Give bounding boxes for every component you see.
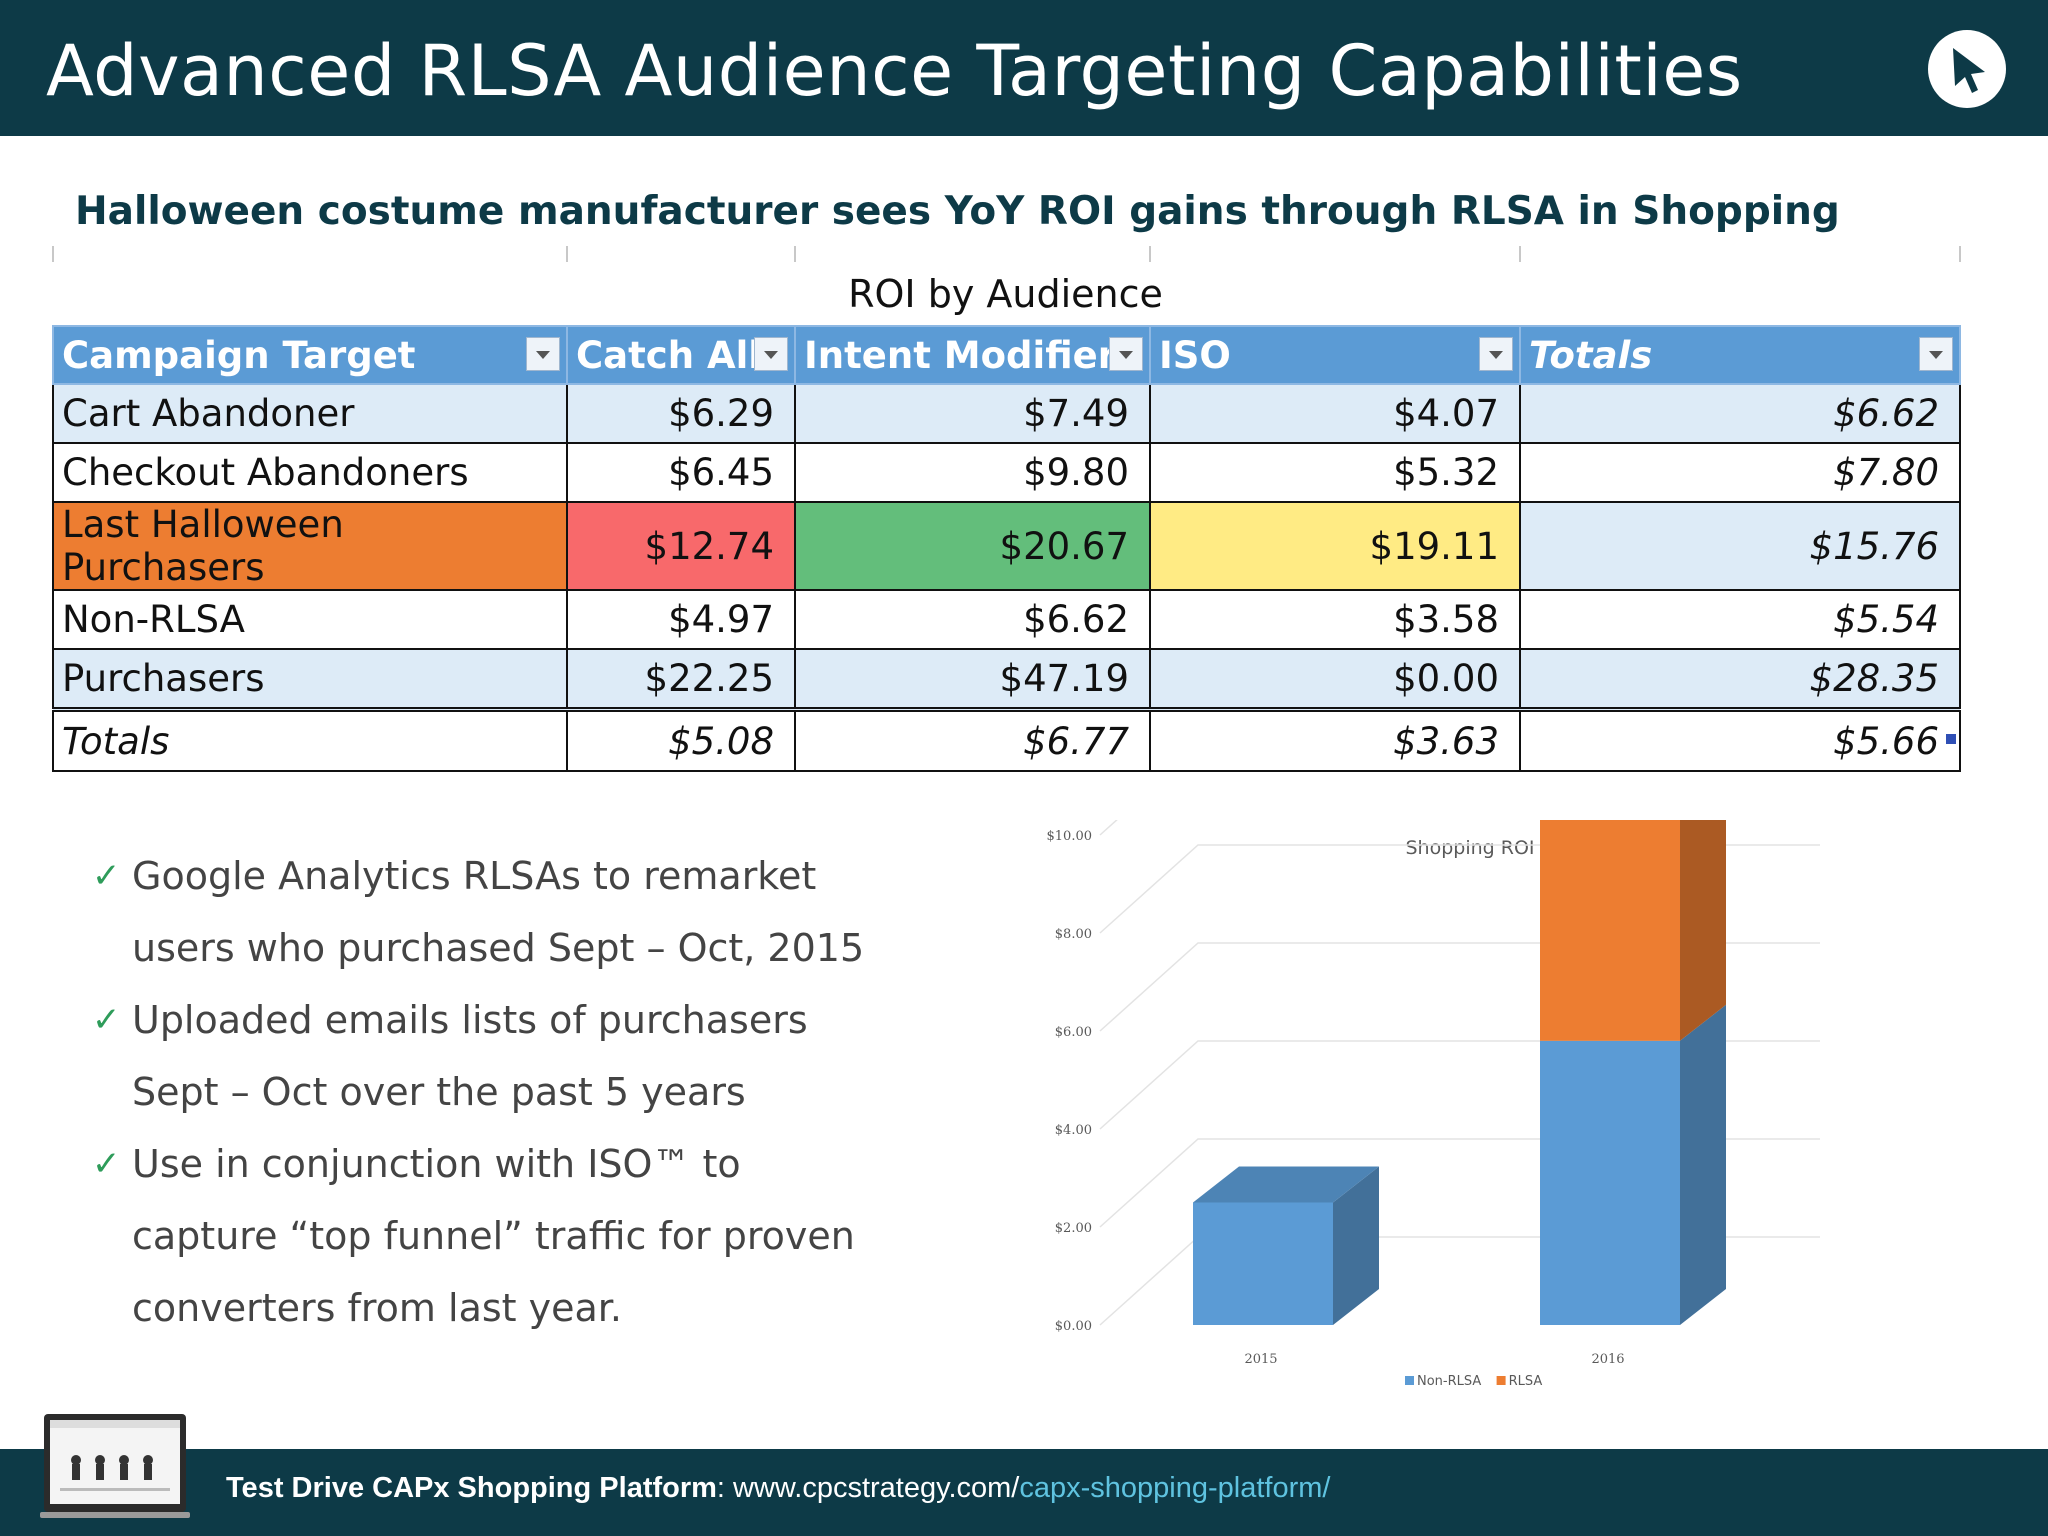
cell-value: $6.62 — [794, 589, 1151, 650]
cell-value: $9.80 — [794, 442, 1151, 503]
checkmark-icon: ✓ — [92, 1000, 121, 1040]
total-value: $6.77 — [794, 707, 1151, 772]
table-row: Checkout Abandoners $6.45 $9.80 $5.32 $7… — [52, 442, 1961, 503]
row-label: Cart Abandoner — [52, 383, 568, 444]
bar-rlsa-2016 — [1540, 820, 1680, 1041]
table-row: Last Halloween Purchasers $12.74 $20.67 … — [52, 501, 1961, 591]
y-tick-label: $6.00 — [1055, 1025, 1092, 1040]
bullet-item: ✓ Uploaded emails lists of purchasers Se… — [92, 984, 872, 1128]
y-axis: $0.00$2.00$4.00$6.00$8.00$10.00$12.00$14… — [1047, 829, 1093, 1334]
row-label: Non-RLSA — [52, 589, 568, 650]
y-tick-label: $2.00 — [1055, 1221, 1092, 1236]
footer-bar — [0, 1449, 2048, 1536]
cell-value: $47.19 — [794, 648, 1151, 711]
legend-label: RLSA — [1509, 1374, 1543, 1389]
slide-subtitle: Halloween costume manufacturer sees YoY … — [75, 189, 1840, 234]
ruler-tick — [1149, 246, 1151, 262]
table-totals-row: Totals $5.08 $6.77 $3.63 $5.66 — [52, 707, 1961, 772]
bar-side-non-rlsa-2015 — [1333, 1166, 1379, 1325]
bullet-item: ✓ Google Analytics RLSAs to remarket use… — [92, 840, 872, 984]
checkmark-icon: ✓ — [92, 1144, 121, 1184]
cell-value: $6.29 — [566, 383, 796, 444]
cell-value: $28.35 — [1519, 648, 1961, 711]
cell-value: $20.67 — [794, 501, 1151, 591]
x-axis: 2015 2016 — [1244, 1352, 1624, 1367]
cell-value: $4.97 — [566, 589, 796, 650]
legend-label: Non-RLSA — [1417, 1374, 1481, 1389]
y-tick-label: $4.00 — [1055, 1123, 1092, 1138]
slide-title: Advanced RLSA Audience Targeting Capabil… — [46, 30, 1743, 112]
row-label: Purchasers — [52, 648, 568, 711]
bullet-list: ✓ Google Analytics RLSAs to remarket use… — [92, 840, 872, 1344]
roi-table: Campaign Target Catch All Intent Modifie… — [52, 325, 1961, 772]
x-tick-label: 2015 — [1244, 1352, 1277, 1367]
footer-url-link[interactable]: capx-shopping-platform/ — [1019, 1472, 1331, 1504]
cell-value: $19.11 — [1149, 501, 1521, 591]
cell-value: $0.00 — [1149, 648, 1521, 711]
chart-bars — [1193, 820, 1726, 1325]
total-value: $3.63 — [1149, 707, 1521, 772]
table-row: Non-RLSA $4.97 $6.62 $3.58 $5.54 — [52, 589, 1961, 650]
y-tick-label: $8.00 — [1055, 927, 1092, 942]
bar-non-rlsa-2015 — [1193, 1202, 1333, 1325]
row-label: Last Halloween Purchasers — [52, 501, 568, 591]
table-resize-handle[interactable] — [1946, 734, 1956, 744]
bar-non-rlsa-2016 — [1540, 1040, 1680, 1325]
cursor-logo-icon — [1928, 30, 2006, 108]
bullet-item: ✓ Use in conjunction with ISO™ to captur… — [92, 1128, 872, 1344]
checkmark-icon: ✓ — [92, 856, 121, 896]
table-row: Purchasers $22.25 $47.19 $0.00 $28.35 — [52, 648, 1961, 711]
cell-value: $5.54 — [1519, 589, 1961, 650]
totals-label: Totals — [52, 707, 568, 772]
ruler-tick — [794, 246, 796, 262]
total-value: $5.66 — [1519, 707, 1961, 772]
chart-title: Shopping ROI — [1405, 837, 1534, 859]
legend-swatch — [1405, 1376, 1414, 1385]
ruler-tick — [1519, 246, 1521, 262]
cell-value: $15.76 — [1519, 501, 1961, 591]
x-tick-label: 2016 — [1591, 1352, 1624, 1367]
bar-top-2015 — [1193, 1166, 1379, 1203]
column-header-catch-all[interactable]: Catch All — [566, 325, 796, 385]
cell-value: $4.07 — [1149, 383, 1521, 444]
ruler-tick — [1959, 246, 1961, 262]
shopping-roi-chart: Shopping ROI $0.00 $2.00 $4.00 $6.00 $8.00 $1… — [1047, 820, 1820, 1389]
table-row: Cart Abandoner $6.29 $7.49 $4.07 $6.62 — [52, 383, 1961, 444]
footer-text: Test Drive CAPx Shopping Platform: www.c… — [226, 1472, 1331, 1504]
y-tick-label: $10.00 — [1047, 829, 1093, 844]
column-header-iso[interactable]: ISO — [1149, 325, 1521, 385]
chart-legend: Non-RLSA RLSA — [1405, 1374, 1542, 1389]
ruler-tick — [52, 246, 54, 262]
ruler-tick — [566, 246, 568, 262]
cell-value: $7.80 — [1519, 442, 1961, 503]
laptop-thumbnail-icon — [40, 1412, 190, 1522]
cell-value: $3.58 — [1149, 589, 1521, 650]
column-header-intent-modifier[interactable]: Intent Modifier — [794, 325, 1151, 385]
filter-dropdown-icon[interactable] — [1479, 337, 1513, 371]
footer-url-base[interactable]: www.cpcstrategy.com/ — [733, 1472, 1020, 1504]
header-bar: Advanced RLSA Audience Targeting Capabil… — [0, 0, 2048, 136]
table-header-row: Campaign Target Catch All Intent Modifie… — [52, 325, 1961, 385]
cell-value: $6.62 — [1519, 383, 1961, 444]
cell-value: $12.74 — [566, 501, 796, 591]
filter-dropdown-icon[interactable] — [1919, 337, 1953, 371]
column-header-campaign-target[interactable]: Campaign Target — [52, 325, 568, 385]
column-header-totals[interactable]: Totals — [1519, 325, 1961, 385]
cell-value: $22.25 — [566, 648, 796, 711]
cell-value: $6.45 — [566, 442, 796, 503]
cell-value: $7.49 — [794, 383, 1151, 444]
table-title: ROI by Audience — [848, 272, 1163, 316]
bar-side-non-rlsa-2016 — [1680, 1004, 1726, 1325]
filter-dropdown-icon[interactable] — [754, 337, 788, 371]
cell-value: $5.32 — [1149, 442, 1521, 503]
filter-dropdown-icon[interactable] — [526, 337, 560, 371]
row-label: Checkout Abandoners — [52, 442, 568, 503]
legend-swatch — [1496, 1376, 1506, 1385]
bar-side-rlsa-2016 — [1680, 820, 1726, 1041]
y-tick-label: $0.00 — [1055, 1319, 1092, 1334]
filter-dropdown-icon[interactable] — [1109, 337, 1143, 371]
total-value: $5.08 — [566, 707, 796, 772]
